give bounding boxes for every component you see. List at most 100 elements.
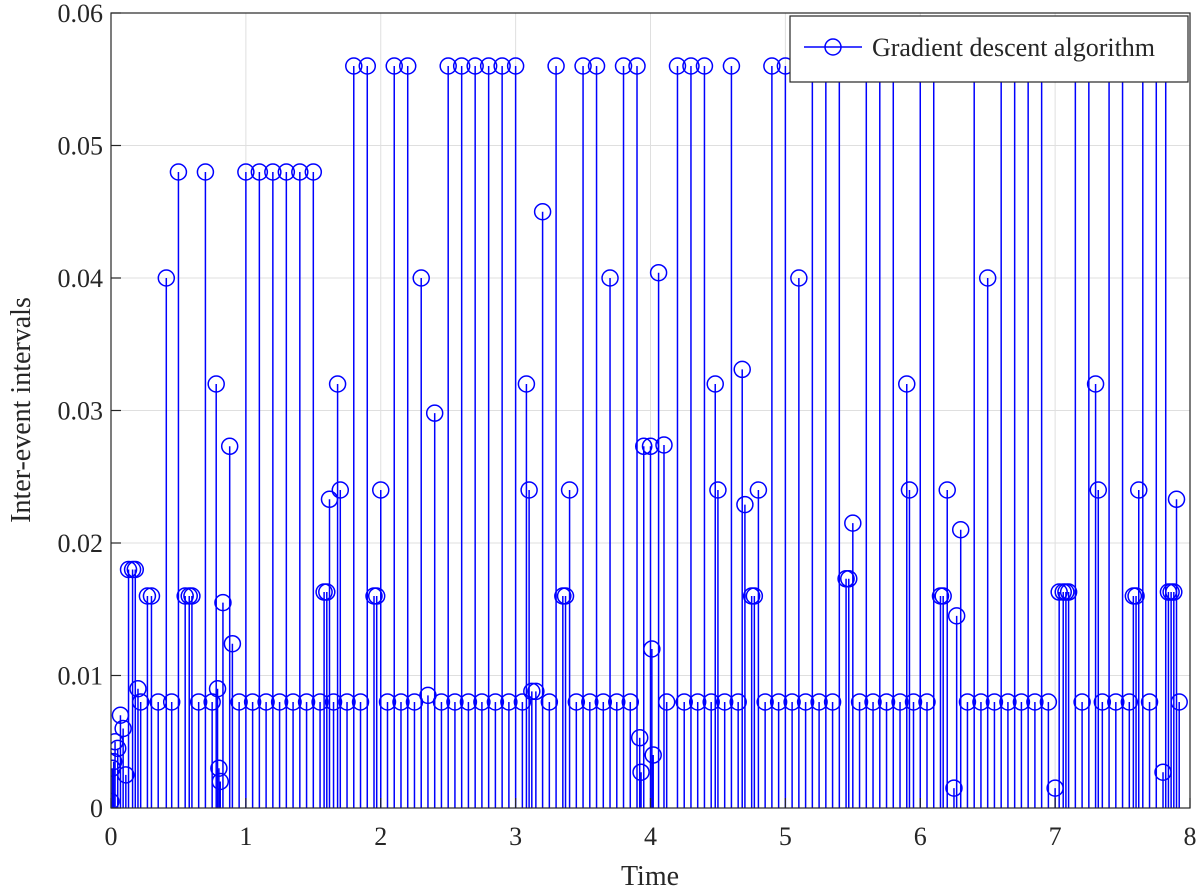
stem-marker: [985, 693, 1004, 711]
stem-marker: [1167, 490, 1186, 509]
stem-marker: [277, 163, 296, 181]
stem-marker: [358, 57, 377, 75]
x-axis-label: Time: [621, 861, 679, 892]
stem-marker: [114, 719, 132, 738]
y-tick-label: 0.03: [58, 397, 104, 426]
stem-marker: [540, 693, 559, 711]
stem-marker: [958, 693, 977, 711]
stem-marker: [439, 57, 457, 75]
stem-marker: [621, 693, 640, 711]
stem-marker: [162, 693, 181, 711]
stem-marker: [119, 560, 138, 579]
stem-marker: [938, 481, 956, 499]
stem-marker: [533, 203, 552, 221]
stem-marker: [523, 682, 541, 701]
stem-marker: [264, 163, 282, 181]
stem-marker: [284, 693, 302, 711]
x-tick-label: 3: [509, 822, 522, 851]
legend: Gradient descent algorithm: [789, 15, 1189, 83]
stem-marker: [210, 759, 228, 777]
stem-marker: [111, 752, 123, 771]
stem-marker: [111, 792, 120, 808]
stem-marker: [500, 693, 518, 711]
stem-marker: [412, 269, 430, 287]
stem-marker: [473, 693, 491, 711]
stem-marker: [601, 269, 619, 287]
legend-marker: [824, 38, 842, 56]
stem-marker: [1089, 481, 1108, 499]
stem-marker: [331, 481, 350, 499]
stem-marker: [220, 437, 239, 456]
stem-marker: [432, 693, 451, 711]
stem-marker: [844, 514, 862, 532]
stem-marker: [594, 693, 613, 711]
stem-marker: [1165, 583, 1183, 601]
stem-marker: [1073, 693, 1091, 711]
stem-marker: [169, 163, 188, 181]
stem-marker: [628, 57, 646, 75]
stem-marker: [237, 163, 255, 181]
stem-marker: [745, 587, 764, 605]
stem-marker: [513, 693, 532, 711]
stem-marker: [117, 766, 135, 784]
stem-marker: [1026, 693, 1044, 711]
stem-marker: [1093, 693, 1112, 711]
stem-marker: [951, 521, 970, 539]
stem-marker: [385, 57, 403, 75]
stem-marker: [934, 587, 952, 605]
stem-marker: [131, 693, 150, 711]
stem-marker: [722, 57, 741, 75]
stem-marker: [644, 746, 662, 764]
stem-marker: [999, 693, 1017, 711]
stem-marker: [796, 693, 815, 711]
stem-marker: [452, 57, 471, 75]
stem-marker: [176, 587, 194, 605]
stem-marker: [918, 693, 936, 711]
stem-marker: [1129, 481, 1148, 499]
stem-marker: [372, 481, 390, 499]
stem-marker: [709, 481, 727, 499]
stem-marker: [682, 57, 700, 75]
stem-marker: [1107, 693, 1125, 711]
stem-marker: [850, 693, 869, 711]
stem-marker: [297, 693, 316, 711]
stem-marker: [207, 375, 225, 393]
stem-marker: [257, 693, 275, 711]
stem-marker: [392, 693, 410, 711]
stem-marker: [250, 163, 269, 181]
stem-marker: [517, 375, 536, 393]
stem-marker: [947, 607, 966, 625]
stem-marker: [864, 693, 882, 711]
stem-marker: [756, 693, 774, 711]
stem-marker: [657, 693, 676, 711]
stem-marker: [668, 57, 687, 75]
stem-marker: [790, 269, 808, 287]
stem-marker: [208, 680, 227, 698]
stem-marker: [1086, 375, 1105, 393]
stem-marker: [706, 375, 724, 393]
y-tick-label: 0: [90, 794, 103, 823]
stem-marker: [763, 57, 781, 75]
stem-marker: [378, 693, 397, 711]
stem-marker: [614, 57, 633, 75]
stem-marker: [223, 634, 242, 653]
stem-marker: [749, 481, 768, 499]
stem-marker: [304, 163, 323, 181]
stems: [111, 57, 1188, 808]
stem-marker: [567, 693, 586, 711]
stem-marker: [898, 375, 916, 393]
stem-marker: [1012, 693, 1031, 711]
stem-marker: [729, 693, 747, 711]
ticks: 0 1 2 3 4 5 6 7 8 0 0.01 0.02 0.03 0.04 0.05 0.06: [58, 0, 1197, 851]
stem-marker: [183, 587, 201, 605]
stem-marker: [425, 404, 444, 422]
stem-marker: [581, 693, 599, 711]
stem-marker: [318, 583, 336, 601]
y-tick-label: 0.06: [58, 0, 104, 28]
stem-marker: [1140, 693, 1159, 711]
stem-marker: [311, 693, 329, 711]
stem-marker: [126, 560, 145, 579]
stem-marker: [398, 57, 417, 75]
stem-marker: [608, 693, 626, 711]
stem-marker: [527, 682, 545, 701]
